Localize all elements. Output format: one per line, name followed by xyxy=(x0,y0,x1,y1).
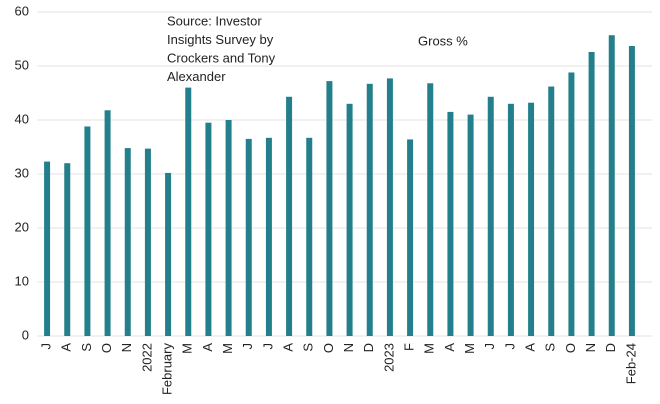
bar xyxy=(386,78,393,337)
bar xyxy=(548,86,555,337)
x-tick-label: 2022 xyxy=(139,343,154,372)
x-tick-label: 2023 xyxy=(381,343,396,372)
x-tick-label: N xyxy=(583,343,598,352)
bar xyxy=(346,103,353,336)
y-tick-label: 10 xyxy=(15,273,29,288)
annotation: Insights Survey by xyxy=(167,32,274,47)
x-tick-label: O xyxy=(321,343,336,353)
bar xyxy=(165,172,172,336)
y-tick-label: 30 xyxy=(15,165,29,180)
x-tick-label: S xyxy=(543,343,558,352)
x-tick-label: A xyxy=(281,343,296,352)
x-tick-label: S xyxy=(301,343,316,352)
bar xyxy=(124,148,131,336)
bar xyxy=(427,83,434,336)
y-tick-label: 0 xyxy=(22,327,29,342)
x-tick-label: A xyxy=(442,343,457,352)
legend-label: Gross % xyxy=(418,33,468,48)
bar xyxy=(407,139,414,336)
bar xyxy=(225,120,232,336)
x-tick-label: M xyxy=(462,343,477,354)
x-tick-label: J xyxy=(39,343,54,350)
bar xyxy=(44,161,51,336)
x-tick-label: A xyxy=(523,343,538,352)
bar xyxy=(628,46,635,337)
x-tick-label: M xyxy=(422,343,437,354)
annotation: Alexander xyxy=(167,69,226,84)
bar xyxy=(608,35,615,336)
x-tick-label: Feb-24 xyxy=(623,343,638,384)
x-tick-label: A xyxy=(200,343,215,352)
bar xyxy=(185,87,192,336)
y-tick-label: 20 xyxy=(15,219,29,234)
x-tick-label: N xyxy=(119,343,134,352)
bar xyxy=(245,138,252,336)
x-tick-label: O xyxy=(563,343,578,353)
bar xyxy=(507,103,514,336)
bar xyxy=(326,81,333,337)
bar xyxy=(568,72,575,336)
annotation: Source: Investor xyxy=(167,13,262,28)
bar xyxy=(144,148,151,336)
y-tick-label: 60 xyxy=(15,3,29,18)
y-tick-label: 50 xyxy=(15,57,29,72)
x-tick-label: F xyxy=(402,343,417,351)
x-tick-label: J xyxy=(482,343,497,350)
bar xyxy=(286,96,293,336)
bar xyxy=(528,102,535,336)
bar xyxy=(447,111,454,337)
x-tick-label: M xyxy=(180,343,195,354)
x-tick-label: J xyxy=(240,343,255,350)
bar xyxy=(84,126,91,336)
annotation: Crockers and Tony xyxy=(167,50,276,65)
bar xyxy=(588,51,595,337)
x-tick-label: J xyxy=(502,343,517,350)
bar xyxy=(265,137,272,336)
x-tick-label: O xyxy=(99,343,114,353)
bar xyxy=(64,163,71,336)
x-tick-label: N xyxy=(341,343,356,352)
x-tick-label: M xyxy=(220,343,235,354)
bar xyxy=(467,114,474,336)
x-tick-label: J xyxy=(260,343,275,350)
bar xyxy=(306,137,313,336)
x-tick-label: February xyxy=(160,343,175,396)
bar xyxy=(205,122,212,336)
x-tick-label: D xyxy=(361,343,376,352)
y-tick-label: 40 xyxy=(15,111,29,126)
bar xyxy=(104,110,111,336)
bar xyxy=(487,96,494,336)
x-tick-label: A xyxy=(59,343,74,352)
bar xyxy=(366,83,373,336)
x-tick-label: S xyxy=(79,343,94,352)
x-tick-label: D xyxy=(603,343,618,352)
